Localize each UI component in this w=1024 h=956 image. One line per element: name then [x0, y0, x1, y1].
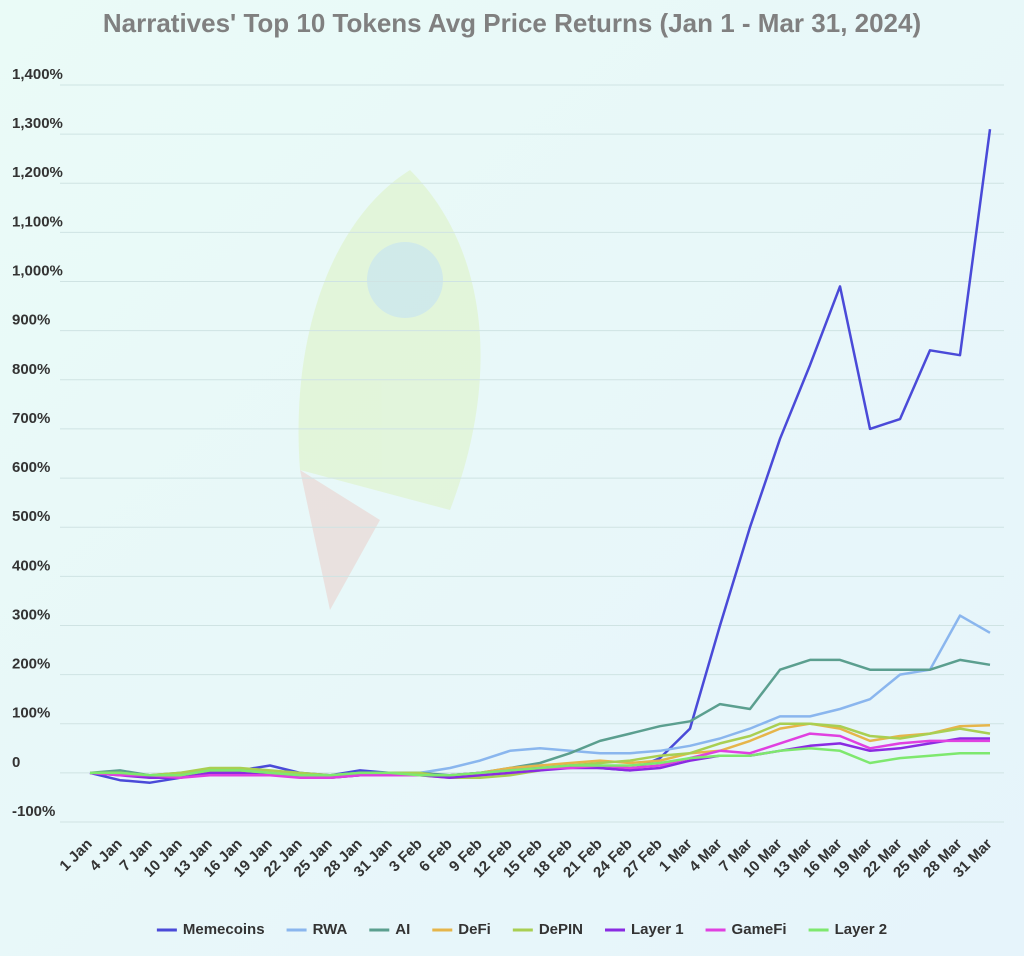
y-tick-label: 300%: [12, 606, 50, 623]
series-line: [90, 747, 990, 777]
legend-label: Layer 2: [835, 921, 888, 938]
y-tick-label: 800%: [12, 361, 50, 378]
y-tick-label: 1,000%: [12, 263, 63, 280]
legend-label: Layer 1: [631, 921, 684, 938]
y-tick-label: 400%: [12, 557, 50, 574]
y-tick-label: 1,400%: [12, 66, 63, 83]
y-tick-label: 1,200%: [12, 164, 63, 181]
chart-title: Narratives' Top 10 Tokens Avg Price Retu…: [103, 8, 921, 38]
legend-label: DeFi: [458, 921, 491, 938]
y-tick-label: 900%: [12, 312, 50, 329]
legend: Memecoins RWA AI DeFi DePIN Layer 1 GameFi Laye…: [156, 921, 888, 938]
legend-label: DePIN: [539, 921, 583, 938]
y-tick-label: 1,100%: [12, 213, 63, 230]
rocket-watermark: [298, 170, 481, 610]
y-tick-label: -100%: [12, 803, 55, 820]
y-tick-label: 100%: [12, 705, 50, 722]
y-tick-label: 700%: [12, 410, 50, 427]
y-tick-label: 500%: [12, 508, 50, 525]
y-tick-label: 600%: [12, 459, 50, 476]
series-line: [89, 737, 990, 780]
y-tick-label: 200%: [12, 656, 50, 673]
legend-label: GameFi: [732, 921, 787, 938]
legend-label: AI: [395, 921, 410, 938]
legend-label: Memecoins: [183, 921, 265, 938]
y-tick-label: 1,300%: [12, 115, 63, 132]
y-tick-label: 0: [12, 754, 20, 771]
legend-label: RWA: [313, 921, 348, 938]
